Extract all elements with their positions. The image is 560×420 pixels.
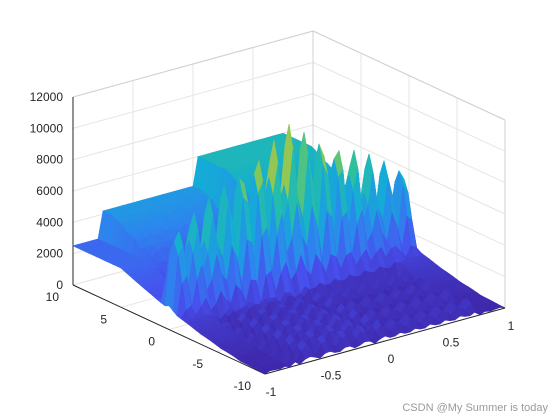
watermark: CSDN @My Summer is today <box>402 402 548 414</box>
x-tick-label: -1 <box>266 385 277 399</box>
z-tick-label: 4000 <box>36 215 63 229</box>
y-tick-label: 10 <box>46 290 60 304</box>
x-tick-label: -0.5 <box>321 369 342 383</box>
z-tick-label: 12000 <box>30 90 64 104</box>
axis-line <box>72 284 266 375</box>
y-tick-label: -5 <box>192 357 203 371</box>
x-tick-label: 0.5 <box>443 336 460 350</box>
surface <box>72 124 506 375</box>
y-tick-label: 5 <box>100 312 107 326</box>
z-tick-label: 6000 <box>36 184 63 198</box>
surface-patch <box>260 369 271 375</box>
y-tick-label: 0 <box>148 335 155 349</box>
axis-edge <box>312 30 506 121</box>
y-axis-ticks: -10 -5 0 5 10 <box>46 290 252 393</box>
x-axis-ticks: -1 -0.5 0 0.5 1 <box>266 319 515 399</box>
z-tick-label: 2000 <box>36 247 63 261</box>
x-tick-label: 0 <box>388 352 395 366</box>
axis-line <box>264 307 506 375</box>
y-tick-label: -10 <box>234 379 252 393</box>
z-tick-label: 8000 <box>36 153 63 167</box>
axis-edge <box>72 30 314 98</box>
z-tick-label: 0 <box>56 278 63 292</box>
z-tick-label: 10000 <box>30 121 64 135</box>
x-tick-label: 1 <box>508 319 515 333</box>
z-axis-ticks: 0 2000 4000 6000 8000 10000 12000 <box>30 90 64 292</box>
